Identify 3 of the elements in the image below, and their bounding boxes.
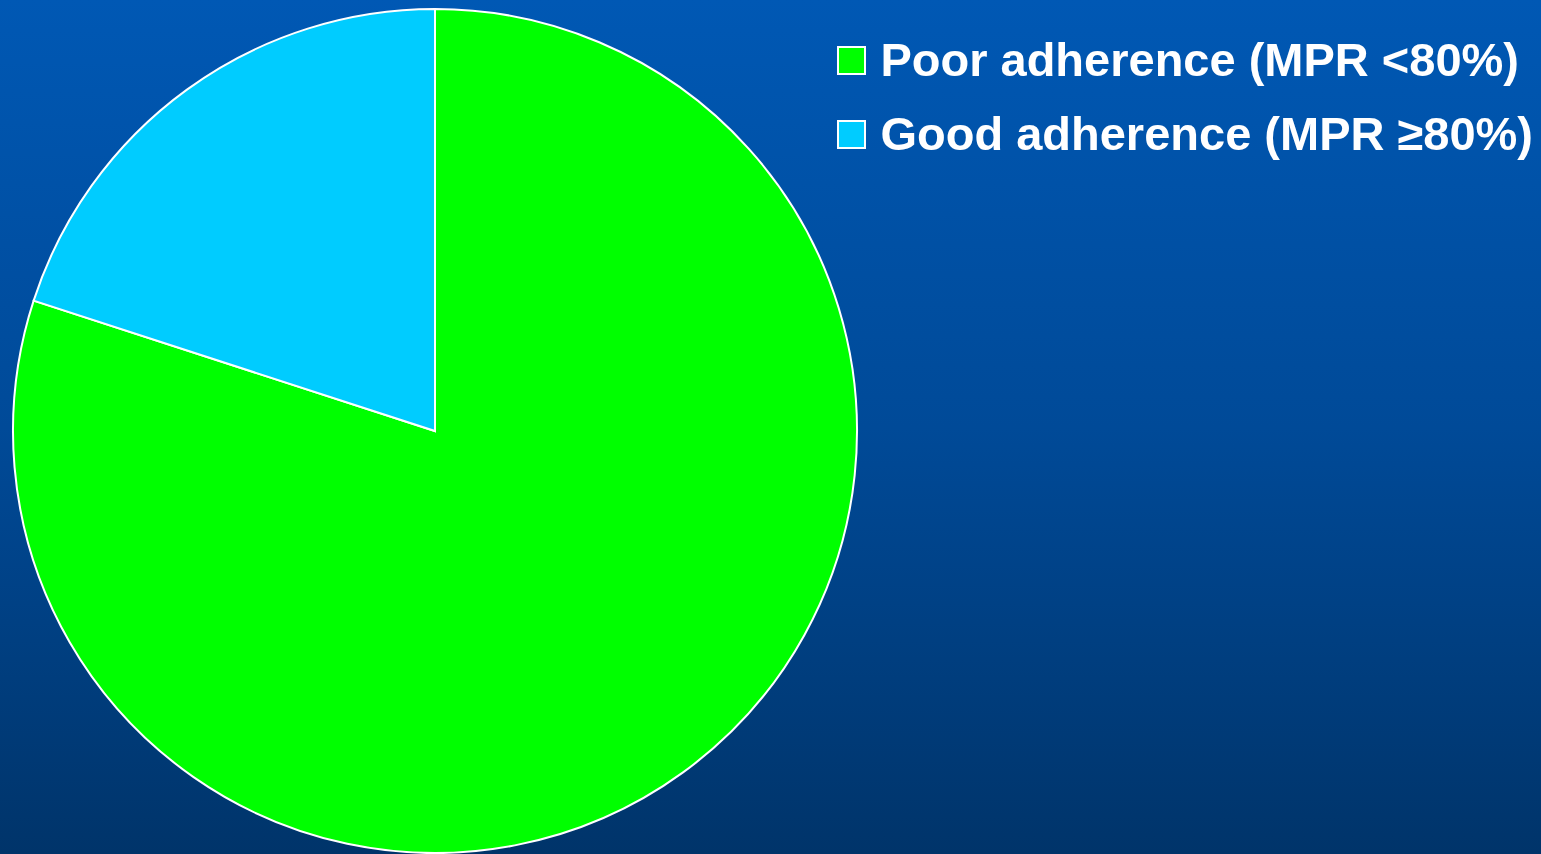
legend-label: Poor adherence (MPR <80%) [880, 33, 1520, 86]
pie-slice [12, 8, 858, 854]
legend-label: Good adherence (MPR ≥80%) [880, 107, 1533, 160]
